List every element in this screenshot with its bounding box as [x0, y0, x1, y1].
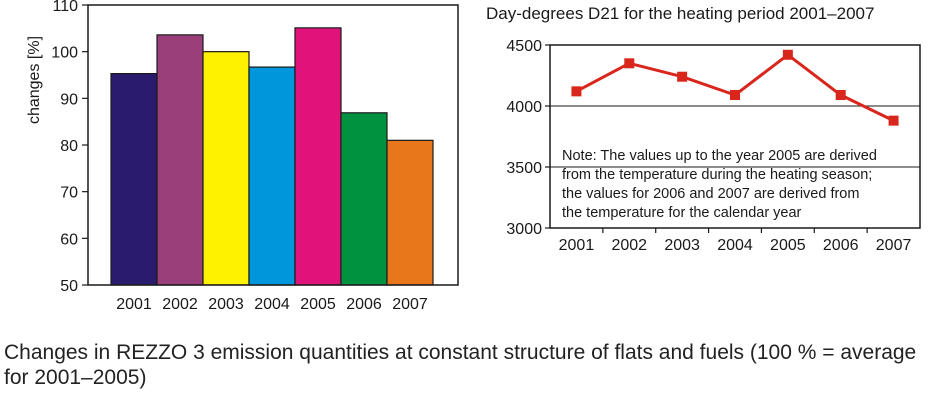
- y-tick-label: 70: [60, 185, 78, 202]
- x-tick-label: 2006: [823, 237, 859, 254]
- y-tick-label: 4000: [506, 99, 542, 116]
- day-degrees-line-chart: Day-degrees D21 for the heating period 2…: [486, 4, 921, 254]
- bar-2007: [386, 139, 434, 286]
- x-tick-label: 2001: [559, 237, 595, 254]
- y-tick-label: 50: [60, 278, 78, 295]
- point-2006: [835, 90, 846, 101]
- emission-changes-bar-chart: changes [%] 50 60 70 80 90 100 110 2001 2002 200…: [26, 0, 459, 313]
- bar-2001: [110, 72, 158, 286]
- x-tick-label: 2006: [346, 296, 382, 313]
- x-tick-label: 2004: [717, 237, 753, 254]
- line-chart-title: Day-degrees D21 for the heating period 2…: [486, 4, 874, 23]
- point-2001: [571, 86, 582, 97]
- y-tick-label: 3000: [506, 221, 542, 238]
- note-line: from the temperature during the heating …: [562, 167, 872, 183]
- point-2007: [888, 115, 899, 126]
- x-tick-label: 2002: [611, 237, 647, 254]
- x-tick-label: 2001: [116, 296, 152, 313]
- y-tick-label: 80: [60, 138, 78, 155]
- point-2003: [677, 71, 688, 82]
- x-tick-label: 2003: [664, 237, 700, 254]
- note-line: the values for 2006 and 2007 are derived…: [562, 186, 859, 202]
- point-2005: [782, 49, 793, 60]
- note-line: Note: The values up to the year 2005 are…: [562, 148, 877, 164]
- y-tick-label: 4500: [506, 38, 542, 55]
- y-tick-label: 100: [51, 45, 78, 62]
- note-line: the temperature for the calendar year: [562, 205, 802, 221]
- bar-2006: [340, 112, 388, 286]
- y-tick-label: 60: [60, 231, 78, 248]
- x-tick-label: 2005: [770, 237, 806, 254]
- y-tick-label: 110: [52, 0, 78, 15]
- point-2002: [624, 58, 635, 69]
- x-tick-label: 2007: [392, 296, 428, 313]
- y-tick-label: 3500: [506, 160, 542, 177]
- bar-2004: [248, 66, 296, 286]
- x-tick-label: 2002: [162, 296, 198, 313]
- bar-2003: [202, 51, 250, 286]
- point-2004: [730, 90, 740, 101]
- x-tick-label: 2004: [254, 296, 290, 313]
- x-tick-label: 2005: [300, 296, 336, 313]
- series-line: [575, 53, 895, 122]
- line-plot-frame: [549, 44, 921, 229]
- y-axis-label: changes [%]: [26, 36, 43, 124]
- bar-2002: [156, 34, 204, 286]
- y-tick-label: 90: [60, 91, 78, 108]
- x-tick-label: 2007: [876, 237, 912, 254]
- figure-caption: Changes in REZZO 3 emission quantities a…: [4, 341, 917, 389]
- x-tick-label: 2003: [208, 296, 244, 313]
- plot-frame: [87, 4, 459, 286]
- bar-2005: [294, 27, 342, 286]
